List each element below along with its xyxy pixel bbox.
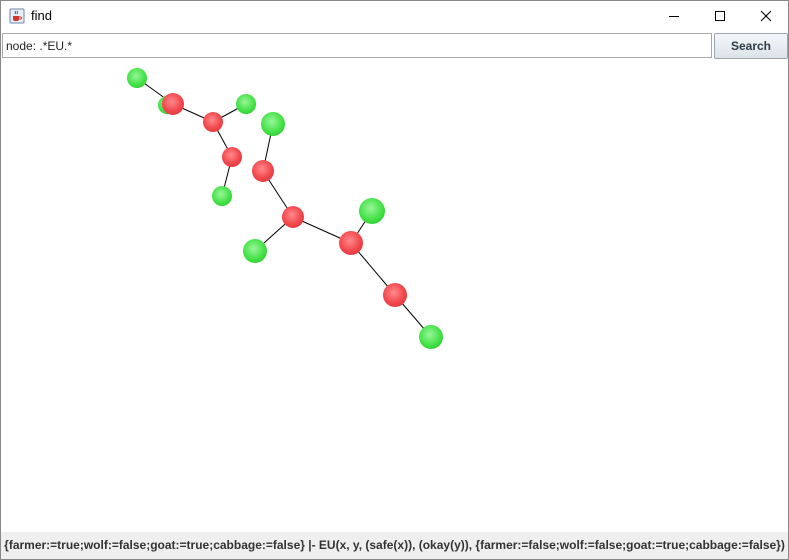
graph-node-matched[interactable] [252, 160, 274, 182]
graph-node[interactable] [243, 239, 267, 263]
title-bar[interactable]: find [1, 1, 788, 31]
status-bar: {farmer:=true;wolf:=false;goat:=true;cab… [1, 532, 788, 559]
minimize-icon [669, 16, 679, 17]
window-title: find [31, 8, 52, 23]
search-input[interactable] [2, 33, 712, 58]
graph-node-matched[interactable] [339, 231, 363, 255]
maximize-icon [715, 11, 725, 21]
minimize-button[interactable] [651, 1, 697, 31]
graph-view[interactable] [1, 60, 788, 532]
graph-node-matched[interactable] [162, 93, 184, 115]
maximize-button[interactable] [697, 1, 743, 31]
graph-node[interactable] [261, 112, 285, 136]
graph-node-matched[interactable] [282, 206, 304, 228]
graph-node[interactable] [236, 94, 256, 114]
graph-node[interactable] [212, 186, 232, 206]
search-button[interactable]: Search [714, 33, 788, 59]
close-button[interactable] [743, 1, 789, 31]
graph-node[interactable] [359, 198, 385, 224]
graph-node-matched[interactable] [203, 112, 223, 132]
graph-canvas[interactable] [1, 60, 788, 532]
close-icon [760, 10, 772, 22]
graph-node-matched[interactable] [383, 283, 407, 307]
search-bar: Search [1, 32, 788, 60]
graph-node-matched[interactable] [222, 147, 242, 167]
graph-node[interactable] [419, 325, 443, 349]
java-coffee-cup-icon [9, 8, 25, 24]
graph-node[interactable] [127, 68, 147, 88]
